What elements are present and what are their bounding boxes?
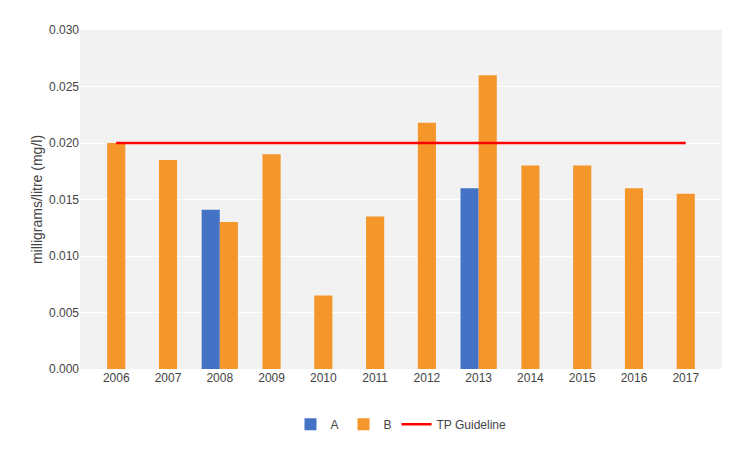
svg-text:0.025: 0.025 (49, 80, 79, 94)
svg-text:2016: 2016 (621, 371, 648, 385)
svg-text:2009: 2009 (258, 371, 285, 385)
svg-text:2013: 2013 (465, 371, 492, 385)
svg-text:0.000: 0.000 (49, 362, 79, 376)
svg-text:2008: 2008 (206, 371, 233, 385)
svg-text:0.010: 0.010 (49, 249, 79, 263)
svg-text:2011: 2011 (362, 371, 388, 385)
svg-text:2017: 2017 (672, 371, 699, 385)
svg-text:2012: 2012 (414, 371, 441, 385)
svg-text:2006: 2006 (103, 371, 130, 385)
svg-text:2007: 2007 (155, 371, 182, 385)
svg-text:2010: 2010 (310, 371, 337, 385)
svg-text:A: A (331, 418, 339, 432)
svg-text:2014: 2014 (517, 371, 544, 385)
svg-text:2015: 2015 (569, 371, 596, 385)
svg-text:0.030: 0.030 (49, 23, 79, 37)
svg-text:milligrams/litre (mg/l): milligrams/litre (mg/l) (29, 135, 45, 264)
svg-text:0.005: 0.005 (49, 306, 79, 320)
svg-text:B: B (384, 418, 392, 432)
svg-text:TP Guideline: TP Guideline (437, 418, 506, 432)
svg-text:0.015: 0.015 (49, 193, 79, 207)
svg-text:0.020: 0.020 (49, 136, 79, 150)
